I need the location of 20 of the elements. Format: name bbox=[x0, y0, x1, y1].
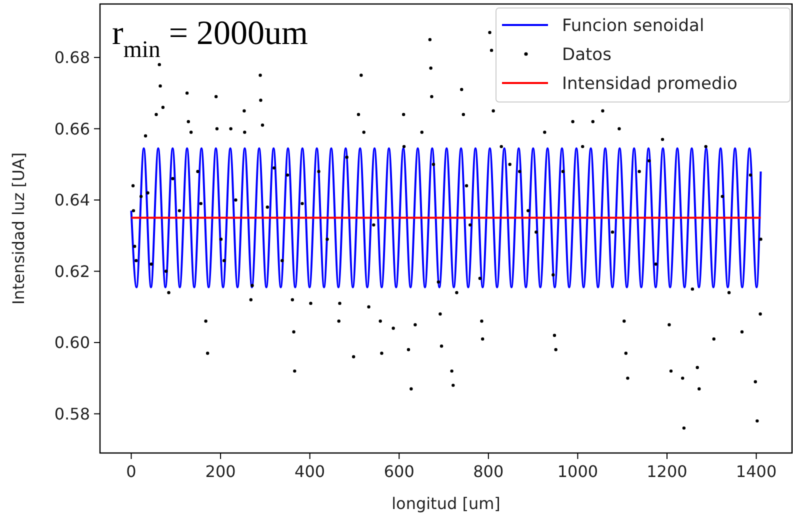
x-tick-label: 400 bbox=[294, 462, 326, 481]
y-tick-label: 0.64 bbox=[54, 190, 90, 210]
y-tick-label: 0.62 bbox=[54, 262, 90, 281]
x-tick-label: 200 bbox=[205, 462, 236, 481]
legend-label: Datos bbox=[562, 44, 612, 65]
x-tick-label: 1400 bbox=[736, 462, 777, 481]
x-tick-label: 600 bbox=[384, 462, 414, 481]
y-axis-title: Intensidad luz [UA] bbox=[9, 152, 28, 305]
x-axis-title: longitud [um] bbox=[392, 494, 500, 513]
y-tick-label: 0.58 bbox=[54, 404, 90, 424]
x-tick-label: 1200 bbox=[646, 462, 688, 481]
legend-label: Funcion senoidal bbox=[562, 16, 704, 36]
x-tick-label: 800 bbox=[473, 462, 504, 481]
legend-label: Intensidad promedio bbox=[562, 74, 738, 94]
y-tick-label: 0.68 bbox=[54, 48, 90, 68]
y-tick-label: 0.66 bbox=[54, 119, 90, 138]
annotation: r$_{min}$ = 2000um bbox=[112, 15, 308, 63]
x-tick-label: 0 bbox=[126, 462, 136, 481]
y-tick-label: 0.60 bbox=[54, 333, 90, 352]
x-tick-label: 1000 bbox=[557, 462, 598, 481]
